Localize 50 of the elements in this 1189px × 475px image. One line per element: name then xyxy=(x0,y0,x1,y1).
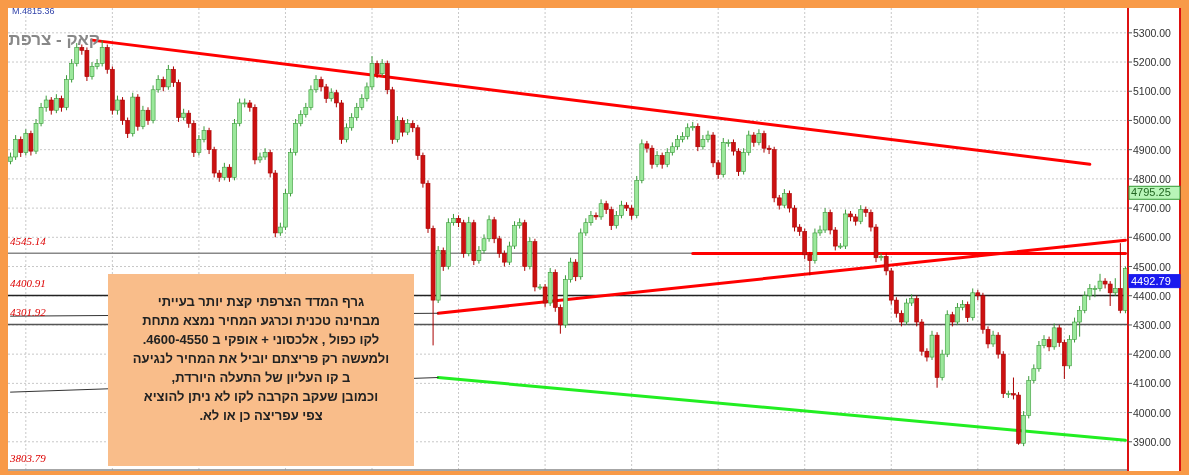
candlestick xyxy=(28,130,34,157)
y-tick-label: 4600.00 xyxy=(1133,231,1172,244)
y-tick-label: 5200.00 xyxy=(1133,56,1172,69)
ref-line-label: 4400.91 xyxy=(10,277,46,290)
annotation: גרף המדד הצרפתי קצת יותר בעייתי מבחינה טכנית וכרגע המחיר נמצא מתחת לקו כפול , אלכסוני + אופקי ב 4600-4550. ולמעשה רק פריצתם יוביל את המחיר לנגיעה ב קו העליון של התעלה היורדת, וכמובן שעקב הקרבה לקו לא ניתן להוציא צפי עפריצה כן או לא. xyxy=(132,294,390,423)
y-tick-label: 4800.00 xyxy=(1133,172,1172,185)
y-tick-label: 4300.00 xyxy=(1133,318,1172,331)
candlestick xyxy=(54,93,59,114)
ref-line-label: 4301.92 xyxy=(10,306,47,319)
candlestick xyxy=(573,258,578,282)
text: קאק - צרפת xyxy=(8,30,100,49)
candlestick xyxy=(782,188,787,209)
y-tick-label: 4100.00 xyxy=(1133,377,1172,390)
text: 4492.79 xyxy=(1131,274,1171,287)
y-tick-label: 3900.00 xyxy=(1133,435,1172,448)
y-tick-label: 4400.00 xyxy=(1133,289,1172,302)
candlestick xyxy=(140,105,146,130)
candlestick xyxy=(593,211,599,221)
annotation: M.4815.36 xyxy=(12,6,55,16)
candlestick xyxy=(537,283,543,291)
candlestick xyxy=(166,64,171,91)
y-tick-label: 5100.00 xyxy=(1133,85,1172,98)
y-tick-label: 4000.00 xyxy=(1133,406,1172,419)
y-tick-label: 5300.00 xyxy=(1133,26,1172,39)
y-tick-label: 5000.00 xyxy=(1133,114,1172,127)
note-box: גרף המדד הצרפתי קצת יותר בעייתי מבחינה טכנית וכרגע המחיר נמצא מתחת לקו כפול , אלכסוני + אופקי ב 4600-4550. ולמעשה רק פריצתם יוביל את המחיר לנגיעה ב קו העליון של התעלה היורדת, וכמובן שעקב הקרבה לקו לא ניתן להוציא צפי עפריצה כן או לא. xyxy=(108,274,414,466)
candlestick xyxy=(965,301,970,323)
candlestick xyxy=(608,206,614,231)
y-tick-label: 4700.00 xyxy=(1133,202,1172,215)
candlestick xyxy=(858,204,864,225)
candlestick xyxy=(440,247,446,272)
y-tick-label: 4200.00 xyxy=(1133,348,1172,361)
candlestick xyxy=(542,283,548,308)
candlestick xyxy=(695,122,701,152)
candlestick xyxy=(1118,242,1123,314)
candlestick xyxy=(18,136,24,158)
candlestick xyxy=(115,95,120,116)
candlestick xyxy=(700,134,706,151)
candlestick xyxy=(1051,322,1057,351)
candlestick xyxy=(395,115,400,143)
y-tick-label: 4900.00 xyxy=(1133,143,1172,156)
candlestick xyxy=(878,252,884,262)
candlestick xyxy=(598,198,604,221)
candlestick xyxy=(929,330,935,361)
ref-line-label: 4545.14 xyxy=(10,235,47,248)
y-tick-label: 4500.00 xyxy=(1133,260,1172,273)
ref-line-label: 3803.79 xyxy=(9,451,47,464)
candlestick xyxy=(400,117,405,138)
candlestick xyxy=(23,128,29,157)
text: 4795.25 xyxy=(1131,186,1171,199)
